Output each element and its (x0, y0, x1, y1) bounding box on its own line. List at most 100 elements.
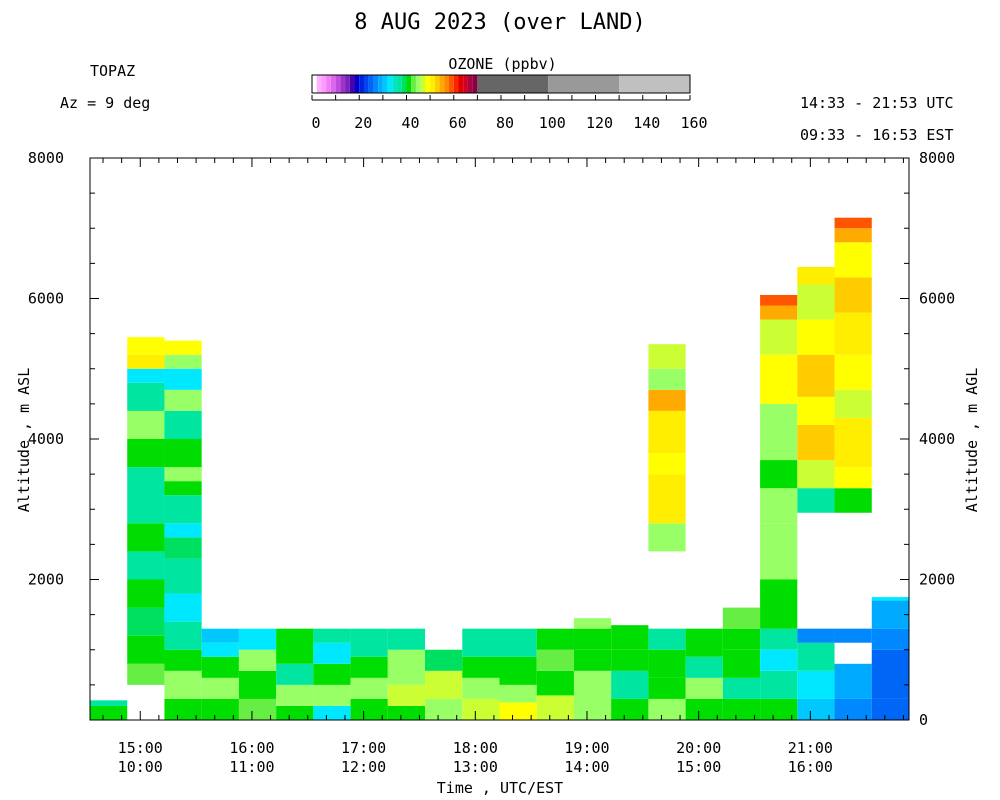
data-cell (387, 628, 426, 650)
x-tick-label-est: 12:00 (341, 758, 386, 776)
station-label: TOPAZ (90, 62, 136, 80)
data-cell (127, 579, 165, 608)
colorbar-swatch (392, 75, 398, 93)
data-cell (685, 677, 723, 699)
data-cell (425, 670, 463, 699)
data-cell (685, 656, 723, 678)
data-cell (536, 670, 574, 696)
data-cell (164, 495, 202, 524)
colorbar-tick-label: 20 (354, 114, 372, 132)
colorbar-swatch (326, 75, 331, 93)
data-cell (611, 698, 649, 720)
data-cell (760, 294, 798, 306)
colorbar-swatch (368, 75, 374, 93)
data-cell (611, 670, 649, 699)
data-cell (387, 684, 426, 706)
colorbar-tick-label: 100 (539, 114, 566, 132)
data-cell (797, 319, 835, 355)
data-cell (90, 700, 128, 706)
data-cell (462, 698, 500, 720)
colorbar-swatch (548, 75, 620, 93)
colorbar-swatch (430, 75, 435, 93)
colorbar-swatch (354, 75, 360, 93)
data-cell (797, 628, 835, 643)
colorbar-swatch (321, 75, 327, 93)
data-cell (834, 698, 872, 720)
colorbar-swatch (363, 75, 369, 93)
data-cell (834, 354, 872, 390)
data-cell (648, 474, 686, 524)
data-cell (611, 625, 649, 650)
x-tick-label-utc: 19:00 (564, 739, 609, 757)
data-cell (834, 389, 872, 418)
data-cell (648, 649, 686, 678)
data-cell (127, 663, 165, 685)
data-cell (201, 656, 239, 678)
x-tick-label-est: 13:00 (453, 758, 498, 776)
data-cell (536, 695, 574, 720)
x-axis-label: Time , UTC/EST (436, 779, 564, 797)
colorbar-swatch (439, 75, 445, 93)
data-cell (797, 698, 835, 720)
data-cell (797, 396, 835, 425)
data-cell (871, 597, 909, 601)
data-cell (722, 607, 761, 629)
x-tick-label-utc: 18:00 (453, 739, 498, 757)
data-cell (313, 705, 351, 720)
colorbar-tick-label: 40 (401, 114, 419, 132)
colorbar-swatch (401, 75, 407, 93)
data-cell (536, 649, 574, 671)
data-cell (164, 698, 202, 720)
data-cell (164, 649, 202, 671)
data-cell (871, 628, 909, 650)
data-cell (238, 649, 277, 671)
data-cell (834, 467, 872, 489)
data-cell (871, 600, 909, 629)
colorbar-swatch (312, 75, 317, 93)
data-cell (313, 663, 351, 685)
colorbar-swatch (378, 75, 383, 93)
y-tick-label-left: 4000 (28, 430, 64, 448)
data-cell (499, 684, 537, 703)
data-cell (685, 628, 723, 657)
colorbar-tick-label: 0 (311, 114, 320, 132)
data-cell (797, 266, 835, 285)
x-tick-label-est: 11:00 (229, 758, 274, 776)
data-cell (276, 684, 314, 706)
colorbar-swatch (411, 75, 416, 93)
x-tick-label-est: 16:00 (788, 758, 833, 776)
data-cell (834, 228, 872, 243)
data-cell (238, 698, 277, 720)
data-cell (164, 523, 202, 538)
colorbar-swatch (345, 75, 350, 93)
y-tick-label-left: 8000 (28, 149, 64, 167)
data-cell (164, 354, 202, 369)
colorbar-swatch (420, 75, 426, 93)
colorbar-swatch (458, 75, 464, 93)
data-cell (760, 488, 798, 524)
data-cell (276, 628, 314, 664)
data-cell (201, 698, 239, 720)
data-cell (722, 677, 761, 699)
data-cell (127, 382, 165, 411)
colorbar-swatch (340, 75, 346, 93)
data-cell (536, 628, 574, 650)
colorbar-tick-label: 160 (680, 114, 707, 132)
colorbar-swatch (349, 75, 355, 93)
data-cell (164, 389, 202, 411)
data-cell (722, 649, 761, 678)
utc-time-range: 14:33 - 21:53 UTC (800, 94, 954, 112)
data-cell (797, 488, 835, 513)
data-cell (648, 523, 686, 552)
data-cell (760, 698, 798, 720)
data-cell (760, 628, 798, 650)
data-cell (425, 649, 463, 671)
x-tick-label-est: 14:00 (564, 758, 609, 776)
data-cell (350, 677, 388, 699)
data-cell (201, 628, 239, 643)
data-cell (797, 642, 835, 671)
data-cell (127, 551, 165, 580)
x-tick-label-utc: 15:00 (118, 739, 163, 757)
data-cell (611, 649, 649, 671)
y-tick-label-left: 2000 (28, 571, 64, 589)
